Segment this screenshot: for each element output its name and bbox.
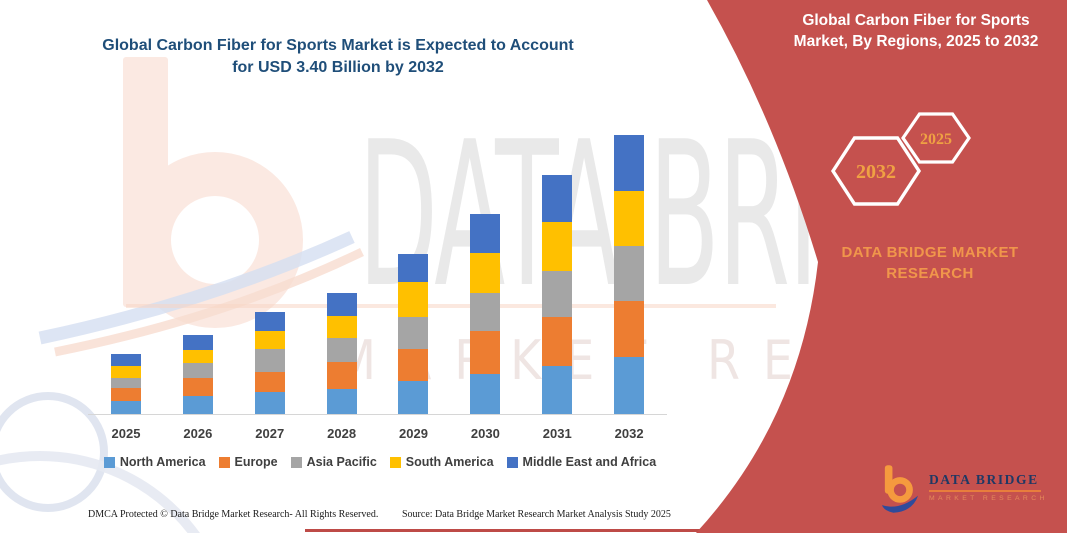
footer-source: Source: Data Bridge Market Research Mark… <box>402 509 671 520</box>
stacked-bar-2028 <box>326 292 357 414</box>
bar-segment <box>254 349 285 373</box>
bar-segment <box>614 300 645 358</box>
legend-item: Europe <box>218 455 278 469</box>
bar-segment <box>470 213 501 254</box>
bar-segment <box>110 400 141 414</box>
bar-segment <box>110 377 141 388</box>
bar-segment <box>542 365 573 414</box>
logo-text-block: DATA BRIDGE MARKET RESEARCH <box>929 463 1048 502</box>
bar-segment <box>182 335 213 351</box>
stacked-bar-2031 <box>542 174 573 414</box>
stacked-bar-2027 <box>254 312 285 414</box>
bar-segment <box>398 254 429 283</box>
badge-2025-label: 2025 <box>920 131 952 148</box>
bar-segment <box>614 245 645 301</box>
panel-title-line2: Market, By Regions, 2025 to 2032 <box>793 33 1039 50</box>
legend-swatch <box>290 456 302 468</box>
bar-segment <box>398 381 429 414</box>
legend-item: South America <box>389 455 494 469</box>
legend-swatch <box>389 456 401 468</box>
logo-subtitle: MARKET RESEARCH <box>929 495 1048 502</box>
brand-line2: RESEARCH <box>886 265 974 282</box>
bar-segment <box>470 293 501 332</box>
brand-name: DATA BRIDGE MARKET RESEARCH <box>790 242 1067 284</box>
x-axis-label: 2028 <box>327 426 357 441</box>
chart-title-line1: Global Carbon Fiber for Sports Market is… <box>102 37 574 54</box>
x-axis-line <box>88 414 667 415</box>
chart-title-line2: for USD 3.40 Billion by 2032 <box>232 59 444 76</box>
chart-legend: North America Europe Asia Pacific South Ame… <box>80 455 680 469</box>
bar-segment <box>182 350 213 364</box>
bar-segment <box>254 391 285 414</box>
bar-segment <box>470 373 501 414</box>
dbmr-logo-mark <box>882 465 919 513</box>
panel-title: Global Carbon Fiber for Sports Market, B… <box>770 10 1062 52</box>
bar-segment <box>470 331 501 374</box>
legend-label: South America <box>405 455 494 469</box>
legend-label: Europe <box>234 455 278 469</box>
legend-swatch <box>218 456 230 468</box>
bar-segment <box>182 377 213 396</box>
logo-wordmark: DATA BRIDGE <box>929 472 1039 487</box>
bar-segment <box>326 315 357 338</box>
legend-swatch <box>506 456 518 468</box>
bar-segment <box>326 292 357 316</box>
x-axis-label: 2031 <box>542 426 572 441</box>
bar-segment <box>182 363 213 378</box>
stacked-bar-2025 <box>110 354 141 414</box>
stacked-bar-2026 <box>182 335 213 414</box>
bar-segment <box>470 253 501 294</box>
dbmr-logo: DATA BRIDGE MARKET RESEARCH <box>882 463 1048 513</box>
legend-label: Asia Pacific <box>306 455 377 469</box>
bar-segment <box>326 389 357 414</box>
legend-item: Asia Pacific <box>290 455 377 469</box>
bar-segment <box>326 337 357 363</box>
x-axis-label: 2029 <box>399 426 428 441</box>
bar-segment <box>542 317 573 366</box>
bar-segment <box>326 362 357 390</box>
bar-segment <box>182 395 213 414</box>
bar-segment <box>614 357 645 414</box>
stacked-bar-2030 <box>470 213 501 414</box>
legend-label: Middle East and Africa <box>522 455 657 469</box>
bar-segment <box>398 349 429 382</box>
bar-segment <box>542 270 573 318</box>
legend-label: North America <box>119 455 206 469</box>
panel-title-line1: Global Carbon Fiber for Sports <box>802 12 1030 29</box>
legend-item: Middle East and Africa <box>506 455 657 469</box>
x-axis-label: 2026 <box>183 426 213 441</box>
x-axis-label: 2030 <box>470 426 500 441</box>
bar-segment <box>110 387 141 401</box>
bar-segment <box>254 312 285 332</box>
bar-segment <box>614 135 645 191</box>
x-axis-label: 2032 <box>614 426 644 441</box>
bar-segment <box>542 174 573 223</box>
stacked-bar-2029 <box>398 254 429 414</box>
bottom-accent-line <box>305 529 1067 532</box>
x-axis-label: 2027 <box>255 426 285 441</box>
legend-item: North America <box>103 455 206 469</box>
bar-segment <box>398 282 429 318</box>
bar-segment <box>110 354 141 366</box>
footer-dmca: DMCA Protected © Data Bridge Market Rese… <box>88 509 379 520</box>
bar-segment <box>254 372 285 392</box>
stacked-bar-2032 <box>614 135 645 414</box>
badge-2032-label: 2032 <box>856 161 896 183</box>
logo-underline <box>929 490 1041 492</box>
bar-segment <box>254 331 285 350</box>
bar-segment <box>614 190 645 246</box>
year-badges: 2032 2025 <box>830 112 971 206</box>
x-axis-label: 2025 <box>111 426 141 441</box>
legend-swatch <box>103 456 115 468</box>
chart-title: Global Carbon Fiber for Sports Market is… <box>58 35 618 79</box>
brand-line1: DATA BRIDGE MARKET <box>841 244 1019 261</box>
bar-segment <box>110 365 141 378</box>
bar-segment <box>542 222 573 271</box>
bar-segment <box>398 317 429 350</box>
